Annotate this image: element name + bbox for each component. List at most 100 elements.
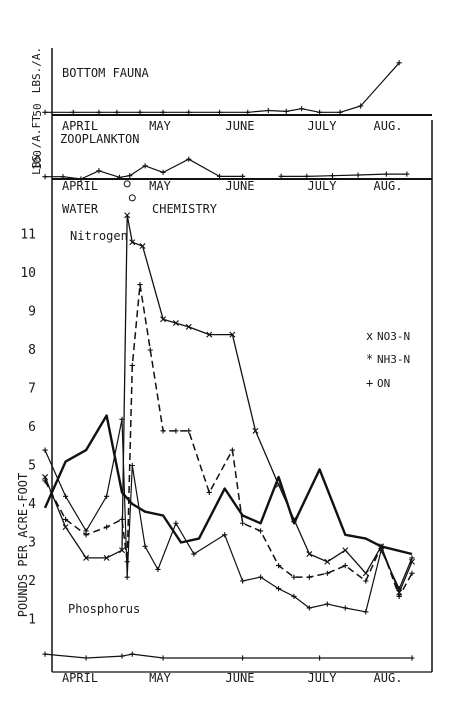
data-point xyxy=(173,520,179,526)
data-point xyxy=(291,574,297,580)
data-point xyxy=(317,655,323,661)
series-line xyxy=(281,173,407,177)
x-tick-label: JUNE xyxy=(226,671,255,685)
data-point xyxy=(60,174,66,180)
chart-markers xyxy=(42,60,415,661)
data-point xyxy=(186,156,192,162)
data-point xyxy=(240,578,246,584)
chart-lines xyxy=(43,62,413,659)
y-axis-label: POUNDS PER ACRE-FOOT xyxy=(16,473,30,618)
data-point xyxy=(142,543,148,549)
data-point xyxy=(283,108,289,114)
data-point xyxy=(222,532,228,538)
x-tick-label: JUNE xyxy=(226,119,255,133)
y-tick-label: 8 xyxy=(28,343,36,358)
data-point xyxy=(160,428,166,434)
series-line xyxy=(44,418,413,613)
data-point xyxy=(62,516,69,522)
panel-title: ZOOPLANKTON xyxy=(60,132,139,146)
data-point xyxy=(362,570,369,577)
data-point xyxy=(299,106,305,112)
data-point xyxy=(342,605,348,611)
data-point xyxy=(358,103,364,109)
data-point xyxy=(324,558,331,565)
data-point xyxy=(119,547,126,554)
data-point xyxy=(119,516,125,522)
data-point xyxy=(240,655,246,661)
peak-marker xyxy=(123,180,131,188)
data-point xyxy=(173,428,179,434)
data-point xyxy=(240,520,246,526)
data-point xyxy=(42,651,48,657)
data-point xyxy=(137,281,143,288)
y-axis-label: LBS./A.FT xyxy=(30,115,43,175)
data-point xyxy=(229,331,236,338)
data-point xyxy=(83,554,90,561)
y-tick-label: 1 xyxy=(28,613,36,628)
y-tick-label: 9 xyxy=(28,305,36,320)
y-tick-label: 4 xyxy=(28,497,36,512)
data-point xyxy=(409,570,415,576)
data-point xyxy=(155,566,161,573)
data-point xyxy=(160,109,166,115)
legend-symbol: x xyxy=(366,329,373,343)
data-point xyxy=(291,593,297,599)
data-point xyxy=(160,655,166,661)
data-point xyxy=(317,109,323,115)
peak-marker xyxy=(128,194,136,202)
data-point xyxy=(363,578,369,584)
x-tick-label: JULY xyxy=(308,179,338,193)
data-point xyxy=(257,528,264,534)
x-tick-label: APRIL xyxy=(62,671,98,685)
data-point xyxy=(252,427,259,434)
data-point xyxy=(396,589,403,596)
series-line xyxy=(43,414,413,556)
series-line xyxy=(44,653,412,659)
data-point xyxy=(216,109,223,115)
y-tick-label: 5 xyxy=(28,459,36,474)
data-point xyxy=(396,593,402,599)
data-point xyxy=(104,524,110,530)
data-point xyxy=(185,323,192,330)
data-point xyxy=(103,554,110,561)
data-point xyxy=(278,173,284,179)
data-point xyxy=(139,243,146,250)
x-tick-label: MAY xyxy=(149,119,171,133)
data-point xyxy=(160,169,166,175)
y-tick-label: 10 xyxy=(20,266,36,281)
legend-symbol: + xyxy=(366,376,373,390)
data-point xyxy=(329,173,336,179)
data-point xyxy=(409,558,415,565)
data-point xyxy=(409,655,415,661)
data-point xyxy=(324,570,330,576)
data-point xyxy=(337,109,343,115)
series-line xyxy=(45,62,400,113)
data-point xyxy=(245,109,251,115)
data-point xyxy=(104,493,110,499)
data-point xyxy=(42,478,48,484)
data-point xyxy=(119,653,125,659)
chart-text: BOTTOM FAUNA ZOOPLANKTON WATER CHEMISTRY LBS… xyxy=(16,47,410,685)
data-point xyxy=(137,109,143,115)
data-point xyxy=(355,172,361,178)
data-point xyxy=(124,212,131,219)
data-point xyxy=(172,320,179,327)
y-tick-label: 11 xyxy=(20,228,36,243)
x-tick-label: MAY xyxy=(149,671,171,685)
data-point xyxy=(306,574,312,580)
data-point xyxy=(114,109,120,115)
data-point xyxy=(191,551,197,557)
data-point xyxy=(257,574,264,580)
data-point xyxy=(62,524,69,531)
data-point xyxy=(42,109,48,115)
data-point xyxy=(160,316,167,323)
data-point xyxy=(42,447,48,453)
panel-title: BOTTOM FAUNA xyxy=(62,66,149,80)
annotation-nitrogen: Nitrogen xyxy=(70,229,128,243)
x-tick-label: MAY xyxy=(149,179,171,193)
data-point xyxy=(306,551,313,558)
y-tick-label: 7 xyxy=(28,382,36,397)
data-point xyxy=(129,462,135,469)
data-point xyxy=(342,563,348,569)
